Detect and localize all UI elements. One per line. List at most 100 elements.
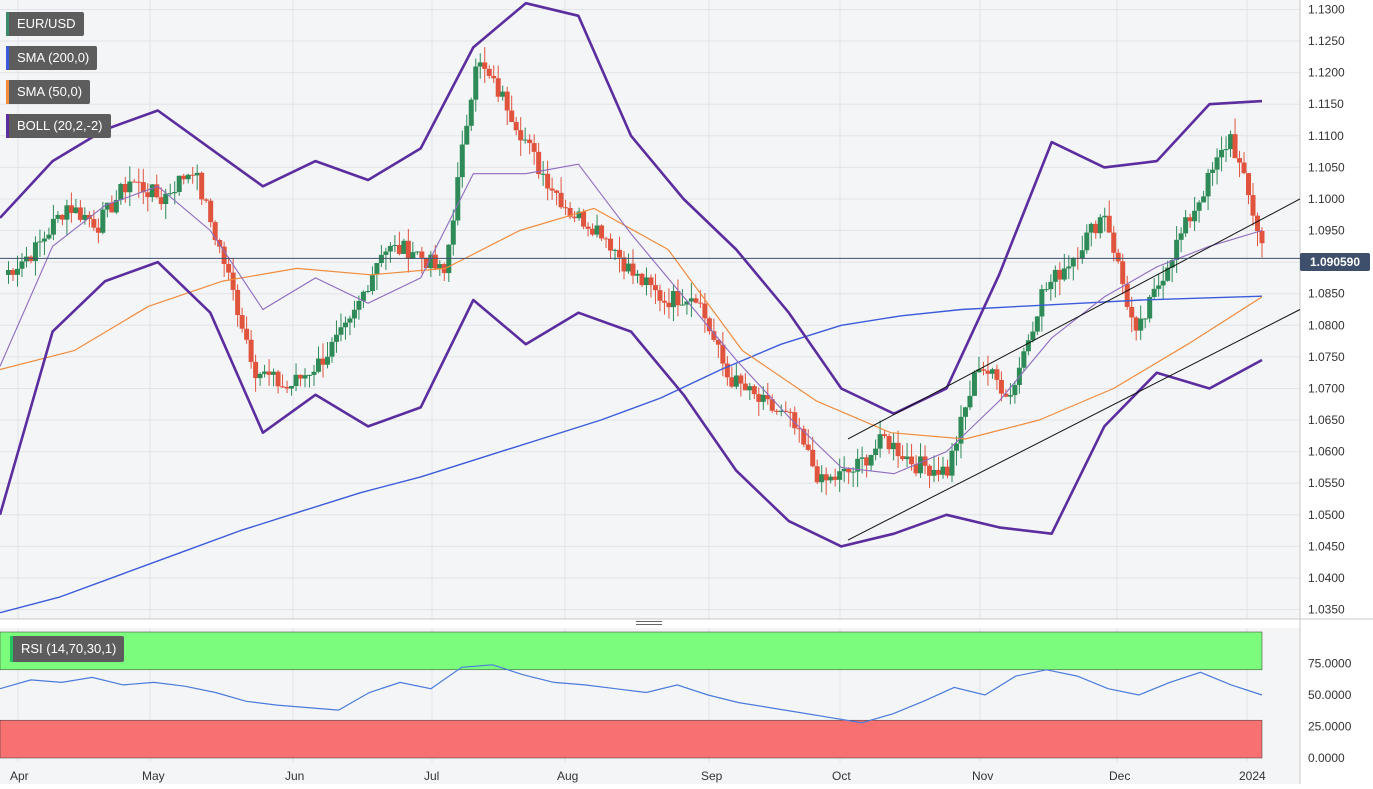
- candle-body: [468, 99, 474, 126]
- candle-body: [1088, 223, 1094, 233]
- candle-body: [527, 139, 533, 144]
- candle-body: [405, 240, 411, 259]
- candle-body: [365, 290, 371, 292]
- bollinger-lower-band: [0, 260, 1263, 548]
- pane-resize-handle[interactable]: [636, 621, 662, 627]
- candle-body: [1246, 173, 1252, 196]
- candle-body: [774, 410, 780, 412]
- candle-body: [1048, 281, 1054, 290]
- candle-body: [953, 443, 959, 451]
- candle-body: [199, 172, 205, 200]
- x-tick-label: Sep: [701, 769, 723, 783]
- y-tick-label: 1.0650: [1308, 413, 1345, 427]
- candles-group: [5, 47, 1265, 495]
- candle-body: [131, 181, 137, 183]
- rsi-y-tick-label: 0.0000: [1308, 751, 1345, 765]
- candle-body: [998, 379, 1004, 394]
- candle-body: [46, 234, 52, 239]
- y-tick-label: 1.1150: [1308, 97, 1344, 111]
- candle-body: [702, 303, 708, 319]
- legend-sma200[interactable]: SMA (200,0): [6, 46, 98, 70]
- candle-body: [419, 251, 425, 258]
- candle-body: [859, 457, 865, 459]
- candle-body: [41, 238, 47, 242]
- candle-body: [495, 78, 501, 97]
- candle-body: [1169, 260, 1175, 268]
- candle-body: [1165, 267, 1171, 281]
- candle-body: [900, 456, 906, 460]
- candle-body: [167, 193, 173, 195]
- candle-body: [1124, 283, 1130, 307]
- candle-body: [316, 358, 321, 372]
- x-tick-label: Jul: [424, 769, 439, 783]
- candle-body: [913, 464, 919, 474]
- candle-body: [634, 273, 640, 276]
- candle-body: [68, 205, 74, 214]
- candle-body: [688, 298, 694, 302]
- candle-body: [706, 318, 712, 332]
- legend-sma50-label: SMA (50,0): [17, 84, 83, 99]
- rsi-y-tick-label: 25.0000: [1308, 720, 1352, 734]
- bollinger-middle-band: [0, 163, 1263, 475]
- candle-body: [181, 175, 187, 180]
- candle-body: [1147, 296, 1153, 319]
- y-tick-label: 1.1250: [1308, 34, 1345, 48]
- candle-body: [621, 257, 627, 272]
- candle-body: [459, 144, 465, 178]
- candle-body: [392, 244, 398, 246]
- candle-body: [374, 263, 380, 275]
- candle-body: [670, 290, 676, 308]
- candle-body: [351, 309, 357, 319]
- candle-body: [1237, 158, 1243, 163]
- candle-body: [1142, 318, 1148, 320]
- candle-body: [850, 471, 856, 473]
- candle-body: [742, 383, 748, 391]
- candle-body: [284, 386, 290, 389]
- candle-body: [855, 458, 861, 472]
- candle-body: [994, 369, 1000, 380]
- candle-body: [455, 177, 461, 221]
- x-tick-label: May: [142, 769, 165, 783]
- candle-body: [648, 277, 654, 286]
- y-tick-label: 1.0950: [1308, 224, 1345, 238]
- candle-body: [643, 277, 649, 286]
- candle-body: [154, 184, 160, 198]
- legend-boll[interactable]: BOLL (20,2,-2): [6, 114, 111, 138]
- candle-body: [558, 192, 564, 208]
- candle-body: [248, 339, 254, 362]
- candle-body: [109, 202, 115, 213]
- candle-body: [257, 373, 263, 379]
- candle-body: [1102, 215, 1108, 218]
- candle-body: [1259, 230, 1265, 244]
- sma200-line: [0, 295, 1263, 614]
- candle-body: [333, 334, 339, 342]
- candle-body: [715, 339, 721, 345]
- candle-body: [877, 434, 883, 449]
- candle-body: [298, 374, 304, 379]
- candle-body: [760, 394, 766, 402]
- legend-sma50[interactable]: SMA (50,0): [6, 80, 91, 104]
- candle-body: [891, 442, 897, 450]
- candle-body: [603, 238, 609, 240]
- candle-body: [266, 371, 272, 375]
- candle-body: [302, 375, 308, 379]
- candle-body: [1183, 217, 1189, 234]
- candle-body: [1219, 149, 1225, 158]
- candle-body: [136, 181, 142, 183]
- candle-body: [163, 193, 169, 205]
- legend-rsi[interactable]: RSI (14,70,30,1): [10, 636, 125, 662]
- candle-body: [410, 252, 416, 259]
- candle-body: [738, 375, 744, 384]
- legend-swatch: [10, 636, 13, 662]
- legend-symbol[interactable]: EUR/USD: [6, 12, 84, 36]
- candle-body: [307, 374, 313, 376]
- rsi-line: [0, 664, 1263, 724]
- y-tick-label: 1.0800: [1308, 318, 1345, 332]
- x-tick-label: Nov: [972, 769, 993, 783]
- candle-body: [396, 244, 402, 254]
- candle-body: [1115, 252, 1121, 262]
- x-tick-label: Oct: [832, 769, 851, 783]
- candle-body: [1093, 223, 1099, 234]
